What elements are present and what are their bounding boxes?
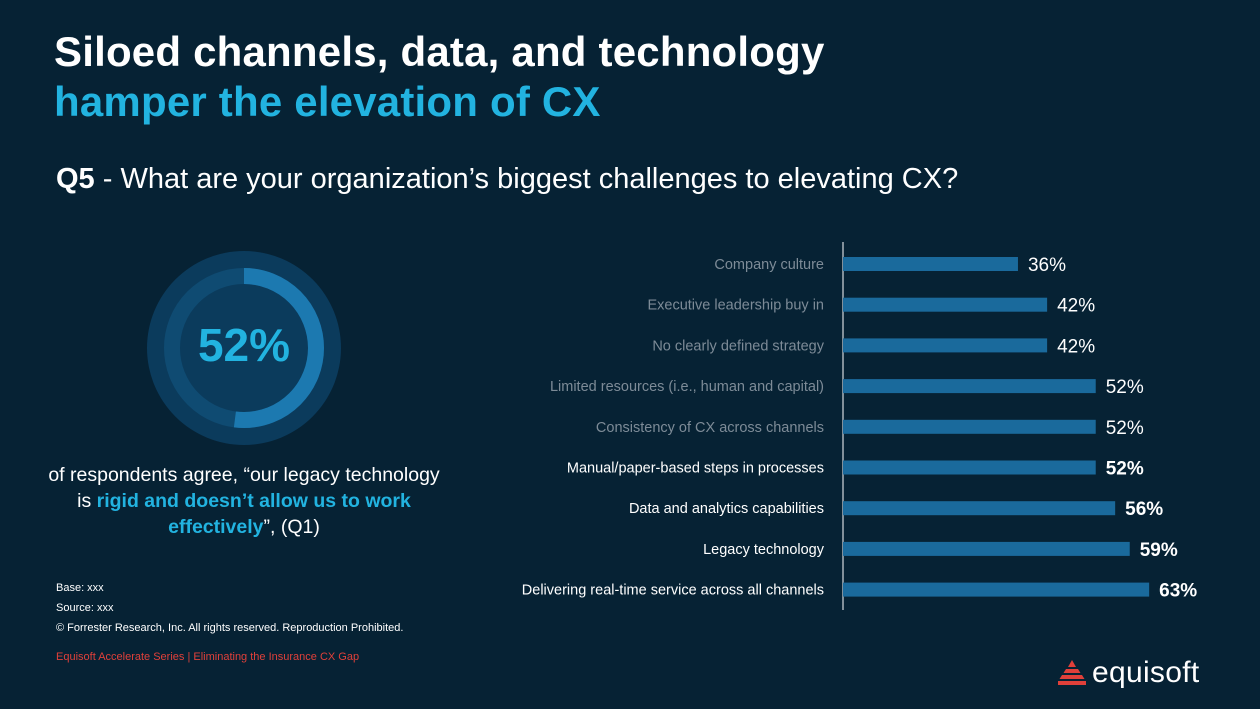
category-label-2: No clearly defined strategy [652,338,824,354]
value-label-3: 52% [1106,377,1144,398]
bar-2 [843,338,1048,353]
category-label-5: Manual/paper-based steps in processes [567,461,824,477]
category-label-6: Data and analytics capabilities [629,501,824,517]
bar-7 [843,541,1130,556]
question-text: - What are your organization’s biggest c… [94,163,959,195]
bar-6 [843,501,1116,516]
footnote-base: Base: xxx [56,582,104,594]
bar-5 [843,460,1096,475]
category-label-4: Consistency of CX across channels [596,420,824,436]
value-label-7: 59% [1140,540,1178,561]
category-label-8: Delivering real-time service across all … [522,583,824,599]
stat-text-highlight: rigid and doesn’t allow us to work effec… [96,490,411,538]
bar-4 [843,419,1096,434]
footnote-source: Source: xxx [56,602,114,614]
question-number: Q5 [56,163,95,195]
category-label-0: Company culture [714,257,824,273]
footnote-copyright: © Forrester Research, Inc. All rights re… [56,622,404,634]
category-label-7: Legacy technology [703,542,825,558]
value-label-2: 42% [1057,336,1095,357]
bar-0 [843,257,1018,271]
footnotes: Base: xxx Source: xxx © Forrester Resear… [56,578,403,638]
value-label-1: 42% [1057,296,1095,317]
stat-value: 52% [197,319,291,371]
value-label-4: 52% [1106,418,1144,439]
stat-donut [147,251,341,445]
equisoft-logo: equisoft [1058,656,1199,690]
stat-text-after: ”, (Q1) [263,516,320,538]
bar-3 [843,379,1096,394]
value-label-0: 36% [1028,255,1066,276]
question: Q5 - What are your organization’s bigges… [56,163,958,196]
donut-progress-arc [164,268,324,428]
footer-series-text: Equisoft Accelerate Series | Eliminating… [56,651,360,663]
stat-text-before: of respondents agree, “our legacy techno… [48,464,440,512]
value-label-5: 52% [1106,459,1144,480]
equisoft-mark-icon [1058,660,1086,685]
value-label-8: 63% [1159,581,1197,602]
category-label-3: Limited resources (i.e., human and capit… [550,379,824,395]
slide-title-line2: hamper the elevation of CX [54,78,601,125]
stat-description: of respondents agree, “our legacy techno… [44,462,444,540]
bar-1 [843,297,1048,312]
logo-text: equisoft [1092,656,1200,689]
slide-title-line1: Siloed channels, data, and technology [54,28,825,75]
category-label-1: Executive leadership buy in [647,298,824,314]
value-label-6: 56% [1125,499,1163,520]
bar-8 [843,582,1150,597]
